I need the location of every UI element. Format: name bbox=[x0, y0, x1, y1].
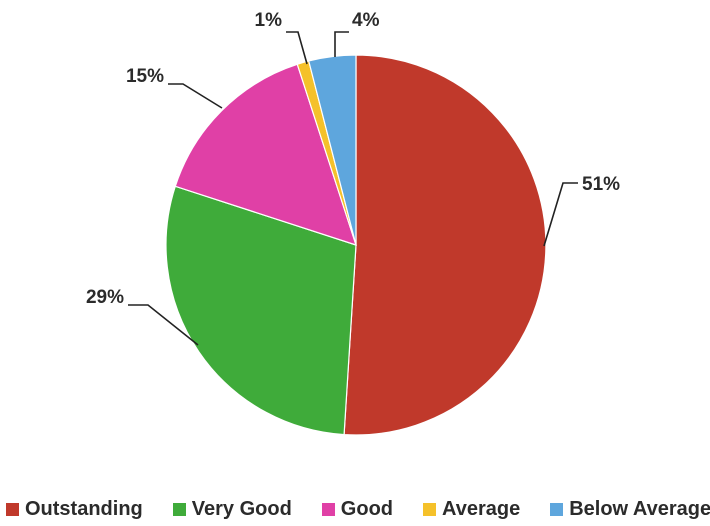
legend-swatch-below-average bbox=[550, 502, 564, 516]
legend: Outstanding Very Good Good Average Below… bbox=[0, 496, 710, 522]
leader-line-outstanding bbox=[543, 182, 578, 247]
pie-slice-very-good bbox=[165, 185, 357, 436]
leader-line-below-average bbox=[334, 31, 349, 57]
leader-line-very-good bbox=[128, 304, 199, 346]
legend-label-very-good: Very Good bbox=[191, 497, 292, 520]
legend-item-good: Good bbox=[321, 497, 394, 521]
legend-label-good: Good bbox=[340, 497, 394, 520]
legend-swatch-outstanding bbox=[6, 502, 19, 516]
pie-slice-below-average bbox=[308, 54, 357, 246]
data-label-average: 1% bbox=[255, 10, 283, 31]
leader-line-good bbox=[168, 83, 223, 109]
legend-label-average: Average bbox=[442, 497, 521, 520]
legend-swatch-very-good bbox=[172, 502, 186, 516]
legend-item-very-good: Very Good bbox=[172, 497, 292, 521]
legend-swatch-good bbox=[321, 502, 335, 516]
legend-item-outstanding: Outstanding bbox=[6, 498, 143, 521]
pie-slice-good bbox=[174, 63, 357, 246]
leader-lines bbox=[128, 31, 578, 346]
data-label-outstanding: 51% bbox=[582, 174, 620, 195]
legend-label-outstanding: Outstanding bbox=[25, 497, 143, 520]
pie-slice-outstanding bbox=[343, 54, 547, 436]
pie-chart-svg: 51% 29% 15% 1% 4% bbox=[86, 10, 620, 436]
pie-slices bbox=[165, 54, 547, 436]
data-labels: 51% 29% 15% 1% 4% bbox=[86, 10, 620, 308]
legend-swatch-average bbox=[423, 502, 437, 516]
legend-item-below-average: Below Average bbox=[550, 498, 710, 521]
legend-item-average: Average bbox=[423, 498, 520, 521]
data-label-very-good: 29% bbox=[86, 287, 124, 308]
legend-label-below-average: Below Average bbox=[569, 497, 710, 520]
leader-line-average bbox=[286, 31, 308, 65]
data-label-below-average: 4% bbox=[352, 10, 380, 31]
data-label-good: 15% bbox=[126, 66, 164, 87]
